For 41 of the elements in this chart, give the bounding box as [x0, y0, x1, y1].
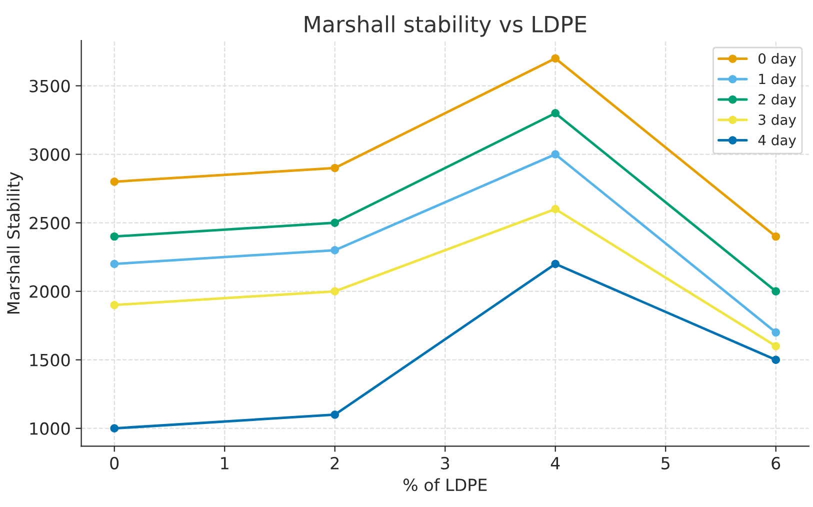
y-tick-label: 3000 — [30, 148, 70, 161]
point — [772, 287, 780, 296]
point — [110, 232, 119, 241]
x-tick-label: 5 — [662, 457, 670, 470]
legend-label: 2 day — [758, 94, 796, 108]
x-axis-title: % of LDPE — [403, 478, 487, 492]
legend-label: 1 day — [759, 73, 796, 87]
point — [330, 218, 340, 227]
y-tick-label: 3500 — [30, 80, 70, 92]
point — [110, 178, 119, 186]
y-axis-title: Marshall Stability — [6, 172, 23, 314]
point — [110, 300, 119, 310]
x-tick-label: 3 — [441, 456, 450, 470]
point — [330, 164, 340, 172]
x-tick-label: 4 — [550, 457, 560, 470]
legend-label: 3 day — [758, 114, 796, 128]
point — [551, 54, 560, 63]
point — [551, 260, 560, 268]
point — [330, 410, 340, 419]
chart-title: Marshall stability vs LDPE — [304, 15, 586, 37]
legend-label: 0 day — [758, 53, 796, 66]
point — [110, 424, 119, 433]
x-tick-label: 6 — [772, 456, 780, 470]
point — [330, 246, 340, 254]
x-tick-label: 2 — [330, 456, 339, 470]
legend-label: 4 day — [758, 134, 796, 148]
y-tick-label: 2500 — [30, 216, 70, 230]
point — [330, 287, 340, 296]
y-tick-label: 1500 — [30, 354, 70, 366]
point — [551, 109, 560, 118]
point — [110, 260, 119, 268]
x-tick-label: 1 — [221, 457, 228, 470]
point — [772, 232, 780, 241]
y-tick-label: 2000 — [30, 285, 70, 298]
point — [772, 356, 780, 364]
point — [772, 342, 780, 350]
point — [551, 150, 560, 158]
y-tick-label: 1000 — [30, 422, 70, 435]
x-tick-label: 0 — [110, 456, 119, 470]
point — [772, 328, 780, 337]
point — [551, 204, 560, 214]
